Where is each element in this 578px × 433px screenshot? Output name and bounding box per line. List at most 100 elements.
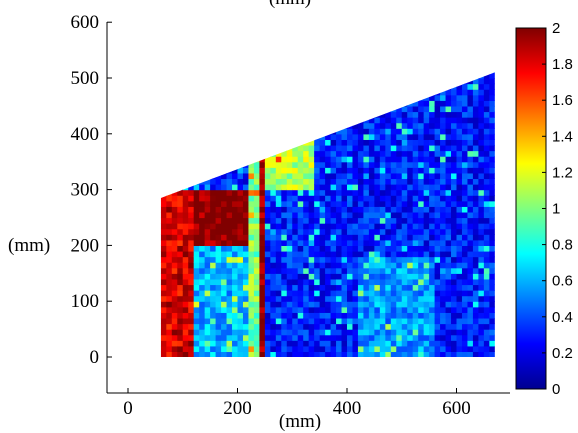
- heatmap-cell: [467, 262, 474, 269]
- heatmap-cell: [264, 128, 271, 135]
- heatmap-cell: [379, 223, 386, 230]
- heatmap-cell: [472, 317, 479, 325]
- heatmap-cell: [259, 206, 266, 213]
- heatmap-cell: [177, 323, 184, 330]
- heatmap-cell: [215, 128, 222, 135]
- heatmap-cell: [429, 234, 436, 241]
- heatmap-cell: [226, 217, 233, 224]
- heatmap-cell: [226, 167, 233, 174]
- heatmap-cell: [226, 317, 233, 325]
- heatmap-cell: [456, 167, 463, 174]
- heatmap-cell: [418, 262, 425, 269]
- heatmap-cell: [177, 105, 184, 113]
- heatmap-cell: [259, 128, 266, 135]
- heatmap-cell: [379, 250, 386, 258]
- heatmap-cell: [440, 262, 447, 269]
- heatmap-cell: [423, 228, 430, 235]
- heatmap-cell: [226, 323, 233, 330]
- heatmap-cell: [390, 144, 397, 152]
- heatmap-cell: [199, 111, 206, 118]
- heatmap-cell: [390, 295, 397, 302]
- heatmap-cell: [281, 94, 288, 101]
- heatmap-cell: [160, 172, 167, 180]
- heatmap-cell: [292, 178, 299, 185]
- heatmap-cell: [292, 150, 299, 157]
- heatmap-cell: [259, 340, 266, 347]
- heatmap-cell: [171, 351, 178, 358]
- heatmap-cell: [489, 94, 495, 101]
- heatmap-cell: [461, 161, 469, 168]
- heatmap-cell: [357, 329, 365, 336]
- heatmap-cell: [308, 217, 315, 224]
- heatmap-cell: [259, 178, 266, 185]
- heatmap-cell: [412, 295, 419, 302]
- heatmap-cell: [434, 306, 441, 313]
- heatmap-cell: [171, 72, 178, 79]
- heatmap-cell: [434, 239, 441, 246]
- heatmap-cell: [199, 206, 206, 213]
- heatmap-cell: [489, 83, 495, 90]
- heatmap-cell: [396, 167, 403, 174]
- heatmap-cell: [303, 345, 310, 353]
- heatmap-cell: [297, 295, 304, 302]
- heatmap-cell: [226, 329, 233, 336]
- heatmap-cell: [275, 262, 282, 269]
- heatmap-cell: [330, 72, 337, 74]
- heatmap-cell: [292, 290, 299, 297]
- heatmap-cell: [253, 156, 260, 163]
- heatmap-cell: [363, 133, 370, 140]
- heatmap-cell: [467, 273, 474, 280]
- heatmap-cell: [193, 334, 200, 341]
- heatmap-cell: [412, 351, 419, 358]
- heatmap-cell: [160, 133, 167, 140]
- heatmap-cell: [210, 83, 217, 90]
- heatmap-cell: [253, 72, 260, 74]
- heatmap-cell: [401, 111, 408, 118]
- heatmap-cell: [264, 239, 271, 246]
- heatmap-cell: [379, 329, 386, 336]
- heatmap-cell: [330, 223, 337, 230]
- heatmap-cell: [248, 295, 255, 302]
- heatmap-cell: [281, 351, 288, 358]
- colorbar-tick-label: 1: [552, 201, 560, 218]
- heatmap-cell: [368, 117, 375, 124]
- heatmap-cell: [352, 172, 359, 180]
- heatmap-cell: [357, 156, 365, 163]
- heatmap-cell: [472, 262, 479, 269]
- heatmap-cell: [177, 206, 184, 213]
- heatmap-cell: [264, 184, 271, 191]
- heatmap-cell: [440, 228, 447, 235]
- heatmap-cell: [445, 111, 452, 118]
- heatmap-cell: [374, 117, 381, 124]
- heatmap-cell: [429, 312, 436, 319]
- heatmap-cell: [407, 223, 414, 230]
- heatmap-cell: [259, 217, 266, 224]
- heatmap-cell: [368, 100, 375, 107]
- heatmap-cell: [166, 172, 173, 180]
- heatmap-cell: [440, 144, 447, 152]
- heatmap-cell: [401, 139, 408, 146]
- heatmap-cell: [177, 72, 184, 74]
- heatmap-cell: [483, 306, 490, 313]
- heatmap-cell: [330, 278, 337, 286]
- heatmap-cell: [297, 167, 304, 174]
- heatmap-cell: [412, 312, 419, 319]
- heatmap-cell: [237, 351, 244, 358]
- heatmap-cell: [286, 78, 293, 85]
- heatmap-cell: [275, 156, 282, 163]
- heatmap-cell: [232, 94, 239, 101]
- heatmap-cell: [418, 278, 425, 286]
- heatmap-cell: [461, 278, 469, 286]
- heatmap-cell: [177, 223, 184, 230]
- heatmap-cell: [489, 184, 495, 191]
- heatmap-cell: [363, 345, 370, 353]
- heatmap-cell: [368, 312, 375, 319]
- heatmap-cell: [204, 239, 211, 246]
- heatmap-cell: [259, 167, 266, 174]
- heatmap-cell: [336, 262, 343, 269]
- heatmap-cell: [461, 167, 469, 174]
- heatmap-cell: [489, 256, 495, 263]
- heatmap-cell: [489, 117, 495, 124]
- heatmap-cell: [330, 189, 337, 196]
- heatmap-cell: [199, 172, 206, 180]
